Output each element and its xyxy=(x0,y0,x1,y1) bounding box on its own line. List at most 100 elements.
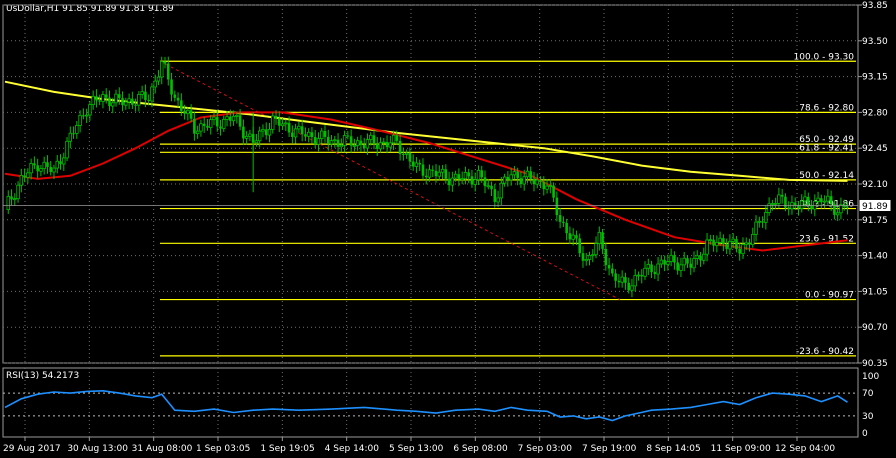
candle-body xyxy=(620,276,624,283)
candle-body xyxy=(68,132,73,142)
candle-body xyxy=(650,264,653,273)
candle-body xyxy=(349,136,353,146)
candle-body xyxy=(773,203,778,205)
candle-body xyxy=(835,212,840,216)
candle-body xyxy=(329,140,334,145)
candle-body xyxy=(460,178,464,181)
candle-body xyxy=(516,171,519,179)
candle-body xyxy=(565,222,568,234)
candle-body xyxy=(114,93,118,104)
rsi-panel-frame xyxy=(2,367,859,438)
candle-body xyxy=(669,254,673,262)
candle-body xyxy=(555,197,559,216)
y-tick-label: 92.45 xyxy=(862,144,888,154)
candle-body xyxy=(846,206,849,208)
candle-body xyxy=(656,263,660,275)
candle-body xyxy=(408,153,412,162)
y-tick-label: 92.80 xyxy=(862,108,888,118)
candle-body xyxy=(490,185,493,190)
candle-body xyxy=(784,196,787,208)
candle-body xyxy=(304,134,307,137)
candle-body xyxy=(450,177,455,186)
candle-body xyxy=(121,98,124,106)
y-tick-label: 91.05 xyxy=(862,287,888,297)
candle-body xyxy=(209,119,213,129)
candle-body xyxy=(810,205,813,210)
candle-body xyxy=(542,181,546,190)
candle-body xyxy=(183,110,186,114)
candle-body xyxy=(829,196,833,204)
candle-body xyxy=(355,140,360,146)
candle-body xyxy=(447,178,451,186)
candle-body xyxy=(199,123,203,132)
candle-body xyxy=(659,259,664,265)
candle-body xyxy=(751,234,755,246)
candle-body xyxy=(673,255,676,263)
candle-body xyxy=(75,125,79,134)
candle-body xyxy=(434,170,438,177)
candle-body xyxy=(124,101,128,106)
candle-body xyxy=(391,134,396,144)
candle-body xyxy=(375,144,379,149)
candle-body xyxy=(49,167,53,172)
fib-level-label: 100.0 - 93.30 xyxy=(794,52,855,62)
candle-body xyxy=(463,172,468,180)
rsi-y-tick-label: 70 xyxy=(862,389,874,399)
candle-body xyxy=(212,116,216,121)
candle-body xyxy=(480,170,484,178)
candle-body xyxy=(176,97,180,101)
candle-body xyxy=(806,196,810,206)
candle-body xyxy=(264,129,268,136)
x-tick-label: 30 Aug 13:00 xyxy=(67,444,128,454)
candle-body xyxy=(108,97,111,107)
candle-body xyxy=(242,126,245,139)
candle-body xyxy=(539,180,542,182)
candle-body xyxy=(552,185,555,198)
candle-body xyxy=(59,161,62,165)
candle-body xyxy=(496,197,500,203)
candle-body xyxy=(643,267,647,277)
candle-body xyxy=(437,171,441,177)
fib-level-label: 23.6 - 91.52 xyxy=(799,234,854,244)
candle-body xyxy=(42,161,46,170)
rsi-line xyxy=(4,389,848,422)
current-price-label: 91.89 xyxy=(862,202,888,212)
candle-body xyxy=(98,100,101,102)
current-price-tag xyxy=(858,198,892,212)
candle-body xyxy=(229,116,232,121)
candle-body xyxy=(457,174,461,180)
candle-body xyxy=(104,94,108,98)
candle-body xyxy=(803,196,807,202)
candle-body xyxy=(173,94,177,98)
chart-header: UsDollar,H1 91.85 91.89 91.81 91.89 xyxy=(6,4,174,14)
candle-body xyxy=(682,257,686,266)
slow-moving-average xyxy=(4,80,848,182)
candle-body xyxy=(581,253,585,261)
candle-body xyxy=(156,76,161,82)
candle-body xyxy=(715,241,719,247)
y-tick-label: 93.50 xyxy=(862,37,888,47)
candle-body xyxy=(359,140,363,145)
candle-body xyxy=(117,94,121,99)
candle-body xyxy=(385,142,389,148)
candle-body xyxy=(816,197,820,202)
candle-body xyxy=(287,122,291,133)
candle-body xyxy=(206,125,209,128)
candle-body xyxy=(362,144,366,149)
candle-body xyxy=(797,205,800,209)
candle-body xyxy=(440,168,445,173)
candle-body xyxy=(186,109,190,115)
candle-body xyxy=(215,117,219,127)
candle-body xyxy=(839,204,843,214)
candle-body xyxy=(473,179,477,185)
candle-body xyxy=(424,175,428,178)
candle-body xyxy=(509,174,513,181)
candle-body xyxy=(502,176,507,184)
candle-body xyxy=(414,162,419,167)
candle-body xyxy=(499,182,504,199)
candle-body xyxy=(689,263,693,268)
candle-body xyxy=(26,172,30,178)
candle-body xyxy=(202,123,206,126)
candle-body xyxy=(826,195,830,202)
